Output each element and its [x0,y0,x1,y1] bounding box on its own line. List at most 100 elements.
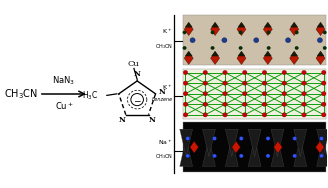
Circle shape [321,113,326,117]
Circle shape [323,46,326,50]
Circle shape [321,70,326,75]
Polygon shape [184,23,193,36]
Circle shape [242,92,247,96]
Circle shape [190,38,195,43]
Circle shape [319,154,324,158]
Circle shape [282,70,287,75]
Circle shape [183,81,188,85]
Polygon shape [263,23,272,36]
Circle shape [293,136,297,140]
Circle shape [223,113,227,117]
Polygon shape [290,52,299,64]
Circle shape [282,81,287,85]
Circle shape [239,136,243,140]
Polygon shape [248,138,261,166]
Polygon shape [317,129,328,157]
Polygon shape [190,141,198,153]
Circle shape [183,92,188,96]
Circle shape [282,113,287,117]
Circle shape [213,136,216,140]
Circle shape [183,102,188,106]
Circle shape [203,92,208,96]
Polygon shape [263,52,272,64]
Circle shape [295,31,298,34]
Circle shape [262,81,267,85]
Circle shape [242,102,247,106]
Circle shape [223,92,227,96]
Circle shape [239,46,242,50]
Polygon shape [238,51,245,56]
Circle shape [223,81,227,85]
Polygon shape [264,51,271,56]
Polygon shape [211,52,220,64]
Polygon shape [294,138,307,166]
Text: $\mathrm{CH_3CN}$: $\mathrm{CH_3CN}$ [154,152,173,161]
Circle shape [186,136,190,140]
Polygon shape [271,129,284,157]
Polygon shape [202,129,215,157]
Text: $\mathrm{H_3C}$: $\mathrm{H_3C}$ [82,89,98,102]
Circle shape [262,92,267,96]
Polygon shape [274,141,282,153]
Polygon shape [291,22,298,27]
Polygon shape [202,138,215,166]
Polygon shape [212,22,219,27]
Text: Cu: Cu [127,60,139,68]
Polygon shape [232,141,240,153]
Text: $-$: $-$ [133,95,141,104]
Polygon shape [237,52,246,64]
Circle shape [211,46,214,50]
Circle shape [203,81,208,85]
Polygon shape [291,51,298,56]
Polygon shape [225,138,238,166]
Circle shape [267,31,270,34]
Text: $\mathrm{Na^+}$: $\mathrm{Na^+}$ [158,138,173,147]
Circle shape [321,102,326,106]
Circle shape [285,38,291,43]
Polygon shape [248,129,261,157]
Circle shape [186,154,190,158]
Text: Benzene: Benzene [152,97,173,102]
Circle shape [282,102,287,106]
Polygon shape [180,129,193,157]
Polygon shape [317,22,324,27]
Polygon shape [316,23,325,36]
Text: $\mathrm{K^+}$: $\mathrm{K^+}$ [162,28,173,36]
Polygon shape [225,129,238,157]
Text: $\mathrm{NaN_3}$: $\mathrm{NaN_3}$ [52,75,75,87]
Polygon shape [294,129,307,157]
Text: $\mathrm{K^+}$: $\mathrm{K^+}$ [162,83,173,92]
Text: N: N [149,116,156,124]
Circle shape [319,136,324,140]
Polygon shape [238,22,245,27]
Circle shape [302,102,306,106]
Circle shape [302,81,306,85]
Circle shape [282,92,287,96]
Circle shape [203,102,208,106]
Polygon shape [271,138,284,166]
Polygon shape [185,51,192,56]
Circle shape [262,70,267,75]
Text: N: N [158,88,165,96]
Polygon shape [211,23,220,36]
Circle shape [242,81,247,85]
FancyBboxPatch shape [183,69,326,119]
Polygon shape [237,23,246,36]
Circle shape [183,46,186,50]
Text: N: N [118,116,125,124]
Circle shape [242,70,247,75]
Circle shape [239,31,242,34]
Polygon shape [317,138,328,166]
Polygon shape [185,22,192,27]
Circle shape [239,154,243,158]
Circle shape [323,31,326,34]
Circle shape [262,102,267,106]
Circle shape [222,38,227,43]
Circle shape [211,31,214,34]
Text: $\mathrm{Cu^+}$: $\mathrm{Cu^+}$ [54,100,73,112]
Polygon shape [264,22,271,27]
Text: N: N [134,70,141,78]
Circle shape [321,81,326,85]
Polygon shape [316,52,325,64]
Circle shape [254,38,259,43]
